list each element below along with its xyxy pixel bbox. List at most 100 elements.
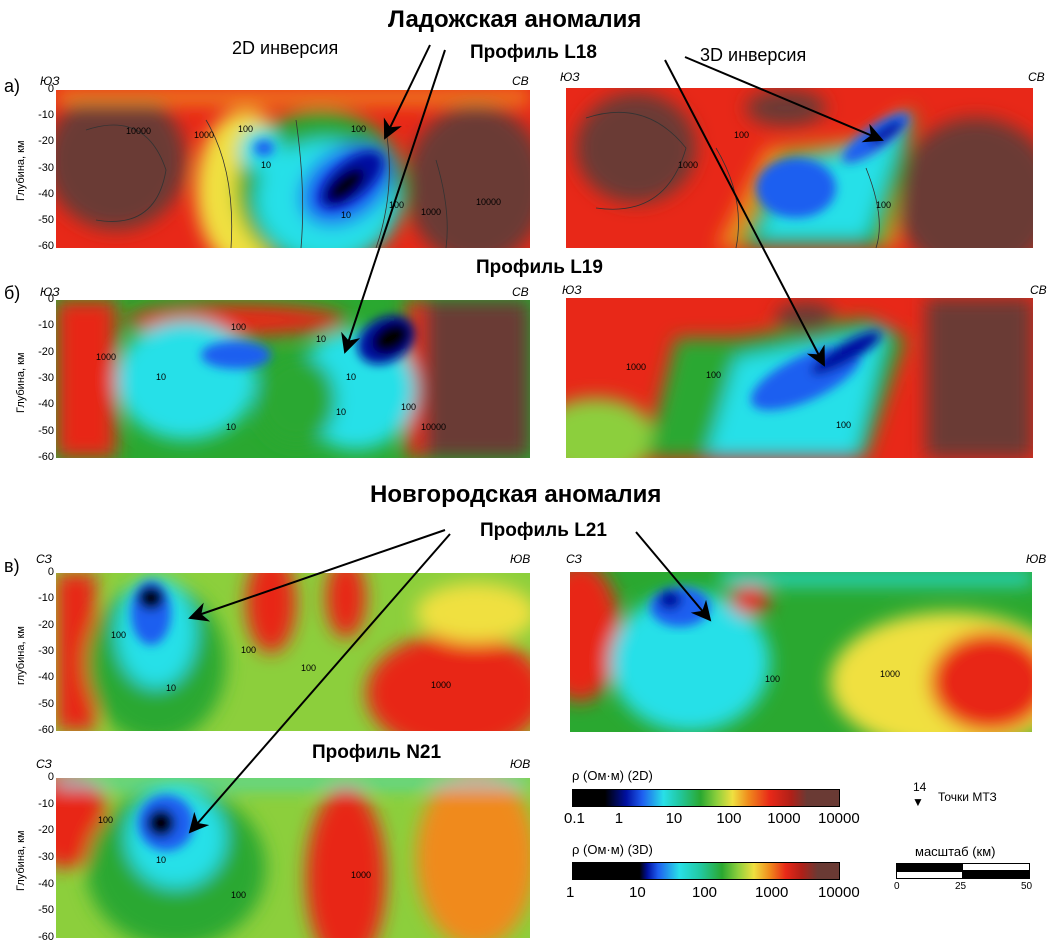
y-tick-label: -40	[38, 671, 54, 684]
section-l21-2d: 100 10 100 100 1000	[56, 573, 530, 731]
y-tick-label: -60	[38, 724, 54, 736]
dir-sw-l18-3d: ЮЗ	[560, 70, 580, 84]
y-tick-label: 0	[47, 83, 54, 95]
contour-label-100: 100	[734, 130, 749, 140]
y-tick-label: -50	[38, 213, 54, 226]
contour-label-10: 10	[316, 334, 326, 344]
contour-label-100: 100	[836, 420, 851, 430]
dir-nw-l21-3d: СЗ	[566, 552, 582, 566]
dir-ne-l19-3d: СВ	[1030, 283, 1047, 297]
colorbar-tick-label: 10000	[818, 810, 860, 827]
y-tick-label: -20	[38, 345, 54, 358]
y-tick-label: -20	[38, 135, 54, 148]
title-novgorod-anomaly: Новгородская аномалия	[370, 481, 662, 508]
y-tick-label: -30	[38, 645, 54, 657]
colorbar-tick-label: 100	[692, 884, 718, 901]
title-profile-l19: Профиль L19	[476, 257, 603, 278]
y-tick-label: 0	[47, 293, 54, 305]
y-tick-label: -30	[38, 372, 54, 384]
ylabel-n21: Глубина, км	[15, 830, 27, 891]
section-l19-2d: 1000 100 10 10 10 10 10 100 10000	[56, 300, 530, 458]
dir-sw-l19-2d: ЮЗ	[40, 285, 60, 299]
contour-label-100: 100	[301, 663, 316, 673]
section-l18-3d: 100 1000 100	[566, 88, 1033, 248]
title-profile-n21: Профиль N21	[312, 742, 442, 763]
dir-se-l21-3d: ЮВ	[1026, 552, 1047, 566]
contour-label-100: 100	[765, 674, 780, 684]
y-tick-label: -60	[38, 240, 54, 252]
colorbar-tick-label: 0.1	[564, 810, 585, 827]
mt-triangle-icon: ▼	[912, 795, 924, 809]
y-tick-label: -60	[38, 931, 54, 943]
contour-label-1000: 1000	[351, 870, 371, 880]
y-tick-label: 0	[47, 771, 54, 783]
dir-ne-l19-2d: СВ	[512, 285, 529, 299]
contour-label-100: 100	[238, 124, 253, 134]
y-tick-label: -50	[38, 697, 54, 710]
contour-label-100: 100	[231, 322, 246, 332]
contour-label-100: 100	[876, 200, 891, 210]
section-l19-3d: 1000 100 100	[566, 298, 1033, 458]
contour-label-1000: 1000	[626, 362, 646, 372]
label-3d-inversion: 3D инверсия	[700, 45, 807, 65]
dir-se-l21-2d: ЮВ	[510, 552, 531, 566]
y-tick-label: -10	[38, 797, 54, 810]
title-profile-l18: Профиль L18	[470, 42, 597, 63]
colorbar-tick-label: 1000	[755, 884, 789, 901]
contour-label-1000: 1000	[194, 130, 214, 140]
contour-label-100: 100	[401, 402, 416, 412]
contour-label-100: 100	[98, 815, 113, 825]
colorbar-tick-label: 1	[566, 884, 575, 901]
colorbar-tick-label: 1	[614, 810, 624, 827]
title-ladoga-anomaly: Ладожская аномалия	[388, 6, 642, 33]
y-tick-label: -60	[38, 451, 54, 463]
contour-label-100: 100	[706, 370, 721, 380]
section-l18-2d: 10000 1000 100 10 100 10 100 1000 10000	[56, 90, 530, 248]
scale-title: масштаб (км)	[915, 844, 996, 859]
colorbar-tick-label: 100	[716, 810, 742, 827]
contour-label-10: 10	[261, 160, 271, 170]
section-n21-2d: 100 10 100 1000	[56, 778, 530, 938]
dir-ne-l18-2d: СВ	[512, 74, 529, 88]
y-tick-label: 0	[47, 566, 54, 578]
panel-letter-v: в)	[4, 556, 20, 576]
contour-label-10: 10	[346, 372, 356, 382]
colorbar-3d	[572, 862, 840, 880]
contour-label-1000: 1000	[431, 680, 451, 690]
mt-point-number: 14	[913, 780, 927, 794]
y-tick-label: -30	[38, 161, 54, 174]
contour-label-100: 100	[351, 124, 366, 134]
colorbar-2d	[572, 789, 840, 807]
mt-points-label: Точки МТЗ	[938, 790, 997, 804]
contour-label-10000: 10000	[421, 422, 446, 432]
y-tick-label: -10	[38, 592, 54, 605]
label-2d-inversion: 2D инверсия	[232, 38, 339, 58]
contour-label-100: 100	[389, 200, 404, 210]
y-tick-label: -50	[38, 904, 54, 917]
contour-label-100: 100	[231, 890, 246, 900]
title-profile-l21: Профиль L21	[480, 520, 607, 541]
y-tick-label: -50	[38, 424, 54, 437]
panel-letter-b: б)	[4, 283, 21, 303]
contour-label-1000: 1000	[96, 352, 116, 362]
dir-ne-l18-3d: СВ	[1028, 70, 1045, 84]
colorbar-tick-label: 10	[629, 884, 646, 901]
contour-label-1000: 1000	[678, 160, 698, 170]
scale-tick-label: 50	[1021, 881, 1033, 892]
scale-bar	[896, 863, 1030, 879]
contour-label-10: 10	[336, 407, 346, 417]
scale-tick-label: 0	[894, 881, 900, 892]
dir-sw-l18-2d: ЮЗ	[40, 74, 60, 88]
dir-se-n21: ЮВ	[510, 757, 531, 771]
section-l21-3d: 100 1000	[570, 572, 1032, 732]
ylabel-l18: Глубина, км	[15, 140, 27, 201]
y-tick-label: -10	[38, 319, 54, 332]
contour-label-10000: 10000	[126, 126, 151, 136]
contour-label-10: 10	[156, 855, 166, 865]
panel-letter-a: а)	[4, 76, 21, 96]
y-tick-label: -30	[38, 851, 54, 863]
ylabel-l19: Глубина, км	[15, 352, 27, 413]
y-tick-label: -10	[38, 109, 54, 122]
ylabel-l21: глубина, км	[15, 626, 27, 685]
